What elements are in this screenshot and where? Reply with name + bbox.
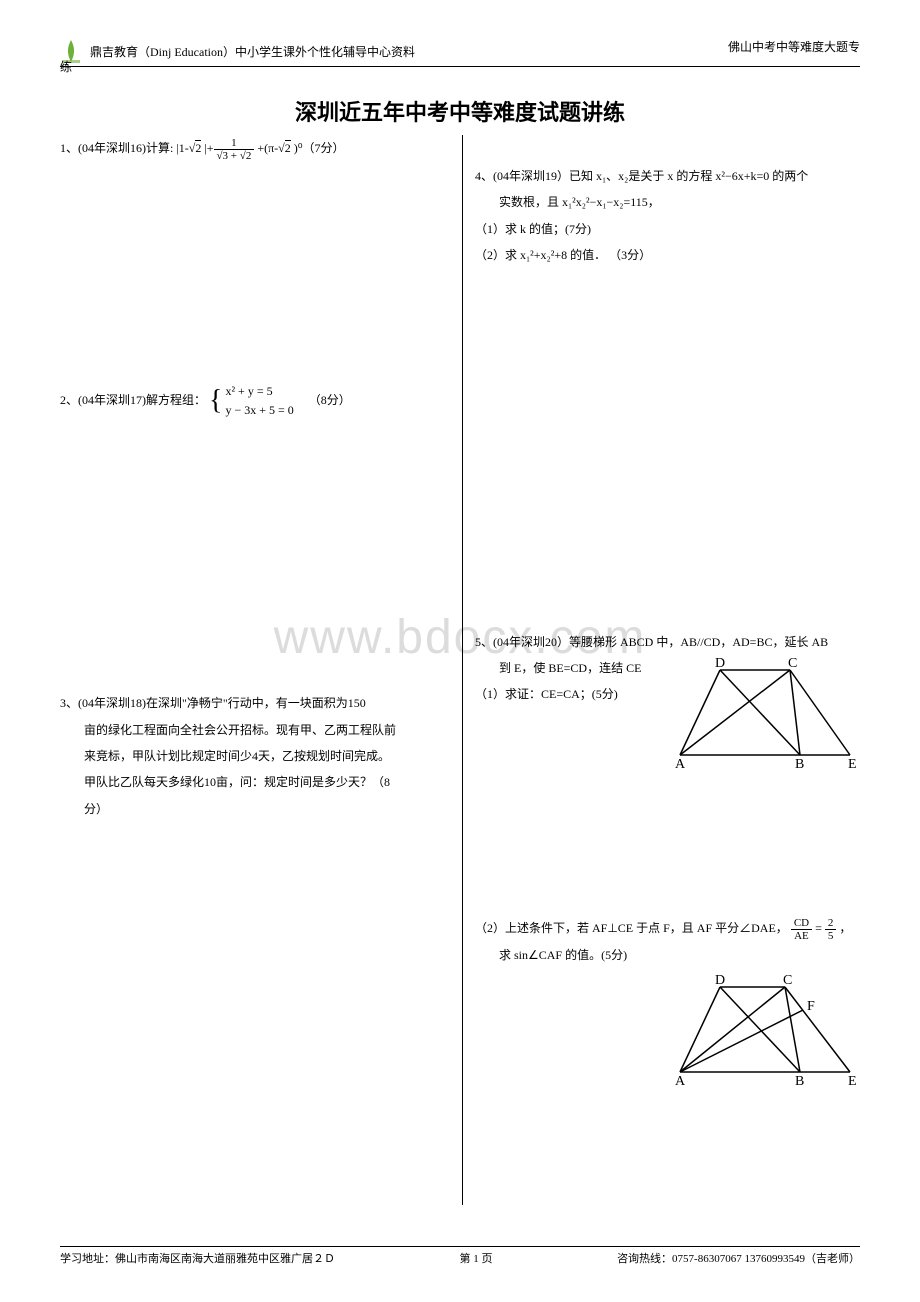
column-divider (462, 135, 463, 1205)
footer-left: 学习地址：佛山市南海区南海大道丽雅苑中区雅广居２Ｄ (60, 1250, 335, 1266)
label-e: E (848, 1074, 857, 1089)
problem-5: 5、(04年深圳20）等腰梯形 ABCD 中，AB//CD，AD=BC，延长 A… (475, 629, 870, 775)
comma: ， (839, 921, 851, 935)
p1-num: 1 (214, 137, 255, 150)
p2-eq1: x² + y = 5 (225, 384, 272, 398)
footer-center: 第 1 页 (460, 1250, 493, 1266)
p1-fraction: 1√3 + √2 (214, 137, 255, 162)
p1-mid1: |+ (201, 141, 213, 155)
p5-l1: 5、(04年深圳20）等腰梯形 ABCD 中，AB//CD，AD=BC，延长 A… (475, 629, 870, 655)
header-sub: 练 (60, 58, 72, 75)
trapezoid-diagram-2: A B C D E F (660, 972, 870, 1092)
p3-l3: 来竞标，甲队计划比规定时间少4天，乙按规划时间完成。 (60, 743, 455, 769)
right-column: 4、(04年深圳19）已知 x₁、x₂是关于 x 的方程 x²−6x+k=0 的… (475, 135, 870, 1102)
label-e: E (848, 757, 857, 772)
page-header: 鼎吉教育（Dinj Education）中小学生课外个性化辅导中心资料 佛山中考… (60, 38, 860, 67)
page-footer: 学习地址：佛山市南海区南海大道丽雅苑中区雅广居２Ｄ 第 1 页 咨询热线：075… (60, 1246, 860, 1266)
label-b: B (795, 757, 804, 772)
page-title: 深圳近五年中考中等难度试题讲练 (0, 95, 920, 127)
equals: = (815, 921, 825, 935)
p1-prefix: 1、(04年深圳16)计算: |1- (60, 141, 189, 155)
left-column: 1、(04年深圳16)计算: |1-√2 |+1√3 + √2 +(π-√2 )… (60, 135, 455, 832)
label-f: F (807, 999, 815, 1014)
label-d: D (715, 656, 725, 671)
p5-part2-l2: 求 sin∠CAF 的值。(5分) (475, 942, 870, 968)
p2-eq2: y − 3x + 5 = 0 (225, 403, 293, 417)
sqrt-icon: √ (278, 141, 285, 155)
label-c: C (788, 656, 797, 671)
sqrt-icon: √ (217, 150, 223, 162)
sqrt-icon: √ (240, 150, 246, 162)
brace-icon: { (209, 390, 222, 412)
header-left: 鼎吉教育（Dinj Education）中小学生课外个性化辅导中心资料 (60, 38, 415, 64)
header-org: 鼎吉教育（Dinj Education）中小学生课外个性化辅导中心资料 (90, 43, 415, 60)
p5-frac1: CDAE (791, 917, 812, 942)
footer-right: 咨询热线：0757-86307067 13760993549（吉老师） (617, 1250, 860, 1266)
p4-l3: （1）求 k 的值；(7分) (475, 216, 870, 242)
p3-l2: 亩的绿化工程面向全社会公开招标。现有甲、乙两工程队前 (60, 717, 455, 743)
label-a: A (675, 757, 686, 772)
p5-l3: （1）求证：CE=CA；(5分) (475, 681, 660, 707)
problem-1: 1、(04年深圳16)计算: |1-√2 |+1√3 + √2 +(π-√2 )… (60, 135, 455, 162)
p1-den: √3 + √2 (214, 150, 255, 162)
p2-suffix: （8分） (309, 393, 351, 407)
p1-mid2: +(π- (254, 141, 278, 155)
p5-part2-l1: （2）上述条件下，若 AF⊥CE 于点 F，且 AF 平分∠DAE， CDAE … (475, 915, 870, 942)
p4-l2: 实数根，且 x₁²x₂²−x₁−x₂=115， (475, 189, 870, 215)
p3-l4: 甲队比乙队每天多绿化10亩，问：规定时间是多少天？（8 (60, 769, 455, 795)
trapezoid-diagram-1: A B C D E (660, 655, 870, 775)
label-c: C (783, 973, 792, 988)
label-b: B (795, 1074, 804, 1089)
label-a: A (675, 1074, 686, 1089)
problem-2: 2、(04年深圳17)解方程组： { x² + y = 5 y − 3x + 5… (60, 382, 455, 420)
p4-l4: （2）求 x₁²+x₂²+8 的值． （3分） (475, 242, 870, 268)
p2-prefix: 2、(04年深圳17)解方程组： (60, 393, 206, 407)
p4-l1: 4、(04年深圳19）已知 x₁、x₂是关于 x 的方程 x²−6x+k=0 的… (475, 163, 870, 189)
header-right: 佛山中考中等难度大题专 (728, 38, 860, 64)
problem-4: 4、(04年深圳19）已知 x₁、x₂是关于 x 的方程 x²−6x+k=0 的… (475, 163, 870, 269)
problem-3: 3、(04年深圳18)在深圳"净畅宁"行动中，有一块面积为150 亩的绿化工程面… (60, 690, 455, 822)
label-d: D (715, 973, 725, 988)
p1-suffix: )⁰（7分） (291, 141, 345, 155)
p2-equations: x² + y = 5 y − 3x + 5 = 0 (225, 382, 293, 420)
p5-frac2: 25 (825, 917, 837, 942)
p3-l1: 3、(04年深圳18)在深圳"净畅宁"行动中，有一块面积为150 (60, 690, 455, 716)
p3-l5: 分） (60, 796, 455, 822)
problem-5-part2: （2）上述条件下，若 AF⊥CE 于点 F，且 AF 平分∠DAE， CDAE … (475, 915, 870, 1092)
p5-l2: 到 E，使 BE=CD，连结 CE (475, 655, 660, 681)
